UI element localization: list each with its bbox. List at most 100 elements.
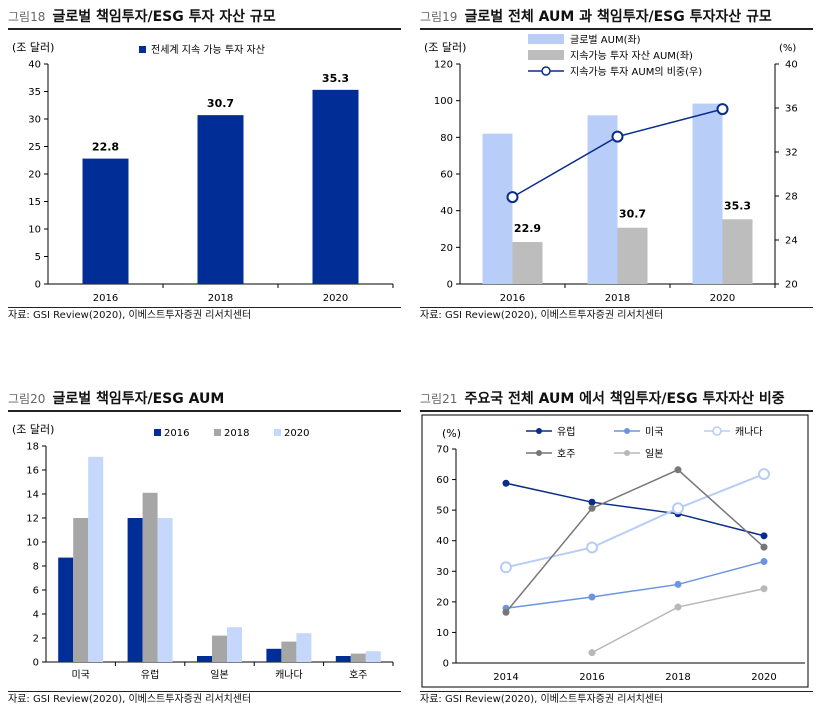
legend-marker <box>712 426 722 436</box>
series-point <box>588 649 596 657</box>
bar-global-aum <box>482 133 513 284</box>
x-tick-label: 2018 <box>208 293 233 304</box>
y-tick-label: 20 <box>440 243 453 254</box>
series-point <box>674 603 682 611</box>
bar <box>350 653 366 662</box>
x-tick-label: 미국 <box>71 669 89 681</box>
y-tick-label: 14 <box>26 490 39 501</box>
y-tick-label: 18 <box>26 442 39 453</box>
y2-tick-label: 20 <box>785 280 798 291</box>
legend-label: 미국 <box>645 426 663 438</box>
series-point <box>760 585 768 593</box>
title-rule <box>8 410 401 412</box>
data-label: 35.3 <box>322 72 349 85</box>
series-point <box>588 504 596 512</box>
bar-sustainable-aum <box>722 219 753 284</box>
legend-swatch <box>154 429 161 436</box>
figure-title: 글로벌 전체 AUM 과 책임투자/ESG 투자자산 규모 <box>464 9 772 25</box>
panel-title: 그림18 글로벌 책임투자/ESG 투자 자산 규모 <box>8 4 276 28</box>
panel-fig19: 그림19 글로벌 전체 AUM 과 책임투자/ESG 투자자산 규모 0 20 40… <box>420 4 813 326</box>
y2-axis-label: (%) <box>779 43 796 54</box>
y-tick-label: 0 <box>447 280 453 291</box>
series-line <box>505 560 765 610</box>
legend-label: 글로벌 AUM(좌) <box>570 34 641 46</box>
legend-label: 전세계 지속 가능 투자 자산 <box>151 44 265 56</box>
series-point <box>674 580 682 588</box>
y-tick-label: 10 <box>436 628 449 639</box>
y2-tick-label: 24 <box>785 236 798 247</box>
x-tick-label: 2014 <box>493 672 518 683</box>
bar <box>335 656 351 662</box>
legend-swatch <box>528 34 564 44</box>
bar <box>212 635 227 662</box>
legend-marker <box>541 66 551 76</box>
data-label: 35.3 <box>724 199 751 212</box>
data-label: 22.8 <box>92 141 119 154</box>
source-rule <box>420 691 813 692</box>
share-point <box>716 103 729 116</box>
legend-swatch <box>528 50 564 60</box>
y-tick-label: 100 <box>434 96 453 107</box>
chart-fig21: 0 10 20 30 40 50 60 70 (%) 2014 2016 2018 2020 유럽 미국 캐나… <box>421 414 809 688</box>
legend-marker <box>536 450 542 456</box>
y-tick-label: 30 <box>28 115 41 126</box>
legend-marker <box>624 428 630 434</box>
x-tick-label: 유럽 <box>141 669 159 681</box>
y-tick-label: 0 <box>33 658 39 669</box>
title-rule <box>8 28 401 30</box>
y-tick-label: 40 <box>440 206 453 217</box>
series-line <box>505 482 765 537</box>
source-note: 자료: GSI Review(2020), 이베스트투자증권 리서치센터 <box>8 310 252 321</box>
bar <box>197 115 244 285</box>
series-line <box>505 468 765 613</box>
y2-tick-label: 28 <box>785 192 798 203</box>
bar <box>142 492 158 662</box>
y-tick-label: 8 <box>33 562 39 573</box>
bar <box>365 651 381 662</box>
chart-fig20: 0 2 4 6 8 10 12 14 16 18 (조 달러) 미국 유럽 일본 캐나다 호주 2016 2018… <box>12 423 394 681</box>
x-tick-label: 2020 <box>710 293 735 304</box>
figure-number: 그림18 <box>8 10 46 24</box>
y-tick-label: 6 <box>33 586 39 597</box>
y-tick-label: 35 <box>28 87 41 98</box>
series-line <box>505 473 765 569</box>
y-axis-label: (조 달러) <box>12 41 54 54</box>
y-tick-label: 20 <box>28 170 41 181</box>
source-note: 자료: GSI Review(2020), 이베스트투자증권 리서치센터 <box>8 694 252 705</box>
series-point <box>760 543 768 551</box>
share-point <box>611 130 624 143</box>
series-point <box>586 541 598 554</box>
legend-swatch <box>139 46 146 53</box>
y-tick-label: 120 <box>434 60 453 71</box>
y-tick-label: 70 <box>436 445 449 456</box>
share-point <box>506 191 519 204</box>
bar <box>157 518 173 662</box>
y2-tick-label: 36 <box>785 104 798 115</box>
bar <box>281 641 297 662</box>
bar <box>58 557 74 662</box>
bar-global-aum <box>692 103 723 284</box>
panel-title: 그림19 글로벌 전체 AUM 과 책임투자/ESG 투자자산 규모 <box>420 4 772 28</box>
series-point <box>672 502 684 515</box>
title-rule <box>420 28 813 30</box>
panel-fig20: 그림20 글로벌 책임투자/ESG AUM 0 2 4 6 8 10 12 14 16 18 (조 … <box>8 386 401 710</box>
y-axis-label: (%) <box>442 427 461 440</box>
y-tick-label: 40 <box>436 536 449 547</box>
source-note: 자료: GSI Review(2020), 이베스트투자증권 리서치센터 <box>420 310 664 321</box>
y-tick-label: 5 <box>35 252 41 263</box>
figure-title: 글로벌 책임투자/ESG 투자 자산 규모 <box>52 9 276 25</box>
y-tick-label: 4 <box>33 610 39 621</box>
y-axis-label: (조 달러) <box>12 423 54 436</box>
figure-title: 글로벌 책임투자/ESG AUM <box>52 391 225 407</box>
panel-fig21: 그림21 주요국 전체 AUM 에서 책임투자/ESG 투자자산 비중 0 10 2… <box>420 386 813 710</box>
series-point <box>502 479 510 487</box>
legend-label: 2018 <box>224 428 249 439</box>
legend-label: 2016 <box>164 428 189 439</box>
series-point <box>758 468 770 481</box>
source-rule <box>420 307 813 308</box>
y-axis-label: (조 달러) <box>424 41 466 54</box>
legend-label: 캐나다 <box>735 426 763 438</box>
legend-label: 지속가능 투자 AUM의 비중(우) <box>570 66 702 78</box>
x-tick-label: 2016 <box>500 293 525 304</box>
legend-label: 2020 <box>284 428 309 439</box>
